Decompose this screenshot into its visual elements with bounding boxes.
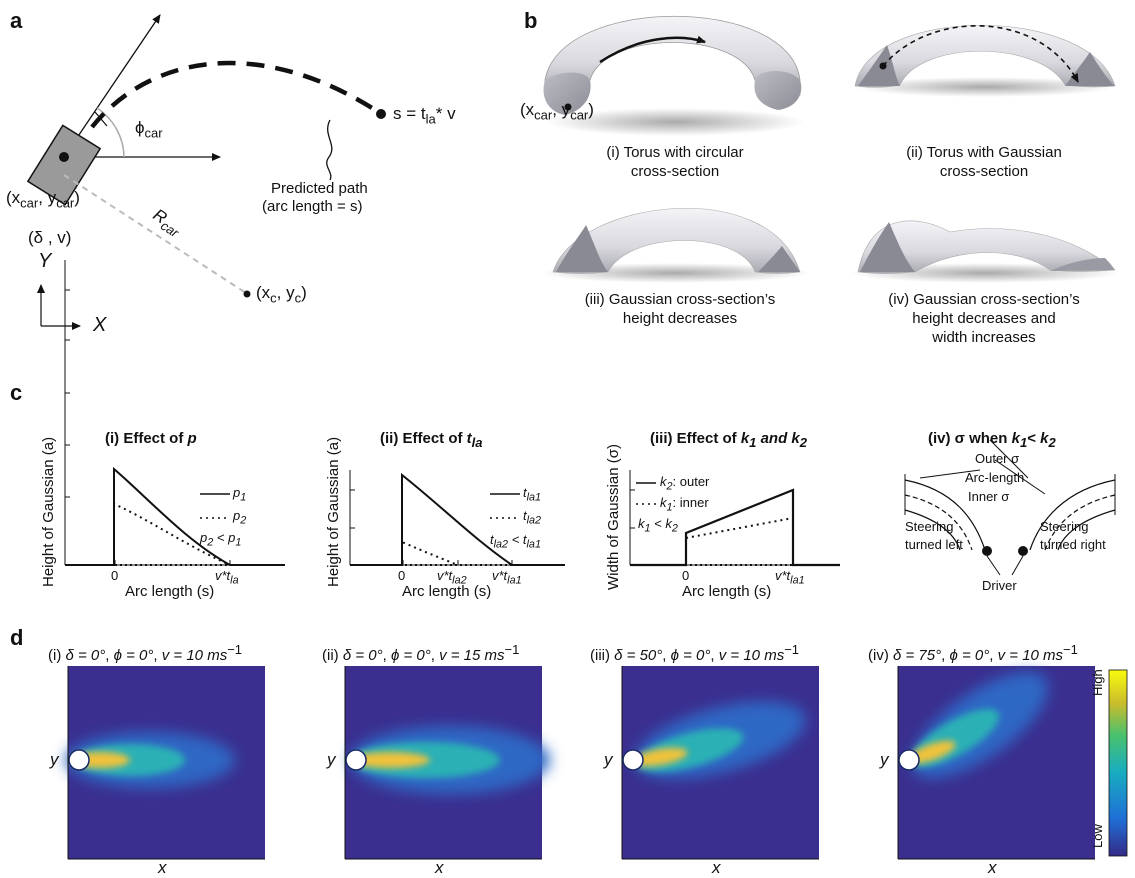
xlabel-d-iii: x — [712, 858, 721, 877]
title-c-iv: (iv) σ when k1< k2 — [928, 430, 1056, 450]
panel-label-a: a — [10, 8, 23, 33]
ylabel-d-iv: y — [880, 750, 889, 769]
axis-x-label: X — [93, 314, 107, 336]
legend-c-i-1: p1 — [233, 485, 247, 504]
tick-c-iii-1: v*tla1 — [775, 568, 805, 587]
title-c-iii: (iii) Effect of k1 and k2 — [650, 430, 807, 450]
heatmap-iii — [622, 666, 819, 859]
tick-c-ii-0: 0 — [398, 568, 406, 583]
panel-label-d: d — [10, 625, 24, 650]
caption-b-ii: (ii) Torus with Gaussian cross-section — [906, 144, 1062, 180]
tick-c-iii-0: 0 — [682, 568, 690, 583]
car-position-label: (xcar, ycar) — [6, 188, 80, 211]
tick-c-i-0: 0 — [111, 568, 119, 583]
driver-label: Driver — [982, 578, 1017, 593]
legend-c-iii-2: k1: inner — [660, 495, 709, 514]
plot-c-iii — [629, 470, 840, 567]
xlabel-c-iii: Arc length (s) — [682, 583, 772, 600]
torus-gaussian — [854, 24, 1116, 97]
heatmap-ticks — [67, 666, 1095, 860]
legend-c-i-2: p2 — [233, 508, 247, 527]
cond-c-ii: tla2 < tla1 — [490, 532, 541, 551]
title-c-i: (i) Effect of p — [105, 430, 197, 447]
cond-c-i: p2 < p1 — [200, 530, 242, 549]
outer-sigma-label: Outer σ — [975, 451, 1020, 466]
ylabel-c-ii: Height of Gaussian (a) — [325, 436, 342, 587]
panel-label-b: b — [524, 8, 538, 33]
heatmap-iv — [898, 666, 1095, 859]
road-diagram — [904, 439, 1116, 576]
xlabel-d-ii: x — [435, 858, 444, 877]
tick-c-i-1: v*tla — [215, 568, 239, 587]
colorbar-low-label: Low — [1090, 824, 1105, 848]
title-d-iii: (iii) δ = 50°, ϕ = 0°, v = 10 ms−1 — [590, 642, 800, 664]
colorbar — [1108, 669, 1128, 857]
predicted-path-arclength: (arc length = s) — [262, 198, 363, 215]
panel-label-c: c — [10, 380, 23, 405]
tick-c-ii-1: v*tla2 — [437, 568, 467, 587]
ylabel-d-iii: y — [604, 750, 613, 769]
xlabel-c-i: Arc length (s) — [125, 583, 215, 600]
caption-b-i: (i) Torus with circular cross-section — [606, 144, 744, 180]
inner-sigma-label: Inner σ — [968, 489, 1010, 504]
legend-c-ii-1: tla1 — [523, 485, 542, 504]
heatmap-i — [65, 666, 265, 859]
torus-coord-label: (xcar, ycar) — [520, 100, 594, 123]
title-d-ii: (ii) δ = 0°, ϕ = 0°, v = 15 ms−1 — [322, 642, 520, 664]
xlabel-d-iv: x — [988, 858, 997, 877]
center-label: (xc, yc) — [256, 283, 307, 306]
caption-b-iii: (iii) Gaussian cross-section’s height dec… — [584, 291, 776, 327]
tick-c-ii-2: v*tla1 — [492, 568, 522, 587]
ylabel-d-i: y — [50, 750, 59, 769]
title-d-iv: (iv) δ = 75°, ϕ = 0°, v = 10 ms−1 — [868, 642, 1078, 664]
legend-c-iii-1: k2: outer — [660, 474, 710, 493]
phi-car-label: ϕcar — [135, 118, 163, 141]
s-equation: s = tla* v — [393, 104, 456, 127]
axis-y-label: Y — [38, 250, 52, 272]
steer-velocity-label: (δ , v) — [28, 228, 72, 247]
predicted-path-label: Predicted path — [271, 180, 368, 197]
torus-height-decreases — [540, 208, 810, 283]
ylabel-c-i: Height of Gaussian (a) — [40, 436, 57, 587]
cond-c-iii: k1 < k2 — [638, 516, 678, 535]
title-c-ii: (ii) Effect of tla — [380, 430, 483, 450]
ylabel-d-ii: y — [327, 750, 336, 769]
legend-c-ii-2: tla2 — [523, 508, 542, 527]
caption-b-iv: (iv) Gaussian cross-section’s height decr… — [888, 291, 1080, 346]
arc-length-label: Arc-length — [965, 470, 1025, 485]
xlabel-d-i: x — [158, 858, 167, 877]
torus-circular — [543, 15, 805, 136]
panel-a-diagram — [26, 14, 386, 330]
colorbar-high-label: High — [1090, 669, 1105, 696]
heatmap-ii — [345, 666, 550, 859]
plot-c-i — [64, 260, 285, 566]
plot-c-ii — [349, 470, 565, 566]
steering-left-label: Steering turned left — [905, 519, 963, 552]
xlabel-c-ii: Arc length (s) — [402, 583, 492, 600]
title-d-i: (i) δ = 0°, ϕ = 0°, v = 10 ms−1 — [48, 642, 243, 664]
torus-height-decreases-width-increases — [850, 220, 1120, 283]
ylabel-c-iii: Width of Gaussian (σ) — [605, 444, 622, 590]
steering-right-label: Steering turned right — [1040, 519, 1106, 552]
